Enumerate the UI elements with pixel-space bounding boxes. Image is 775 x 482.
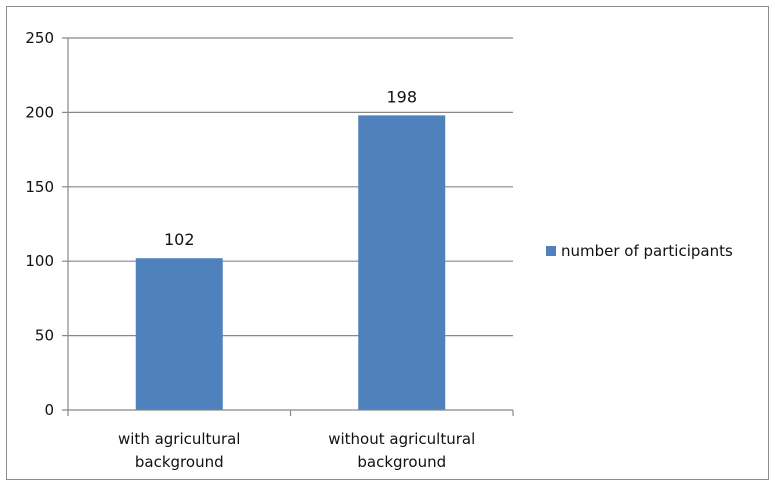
y-tick-label: 0 (44, 401, 54, 419)
data-label: 102 (164, 230, 195, 249)
x-category-label: with agricultural (118, 430, 240, 448)
x-category-label: without agricultural (328, 430, 475, 448)
y-tick-label: 50 (35, 327, 54, 345)
x-category-labels: with agricultural background without agric… (118, 430, 475, 471)
x-category-label: background (135, 453, 224, 471)
gridlines (68, 37, 513, 337)
bar (135, 258, 223, 410)
axes (62, 37, 514, 416)
y-tick-label: 200 (25, 103, 54, 121)
data-label: 198 (386, 87, 417, 106)
legend-swatch (546, 246, 556, 256)
x-category-label: background (357, 453, 446, 471)
y-tick-label: 250 (25, 29, 54, 47)
bar (358, 115, 446, 410)
y-tick-label: 150 (25, 178, 54, 196)
y-tick-label: 100 (25, 252, 54, 270)
legend: number of participants (546, 242, 733, 260)
y-tick-labels: 0 50 100 150 200 250 (25, 29, 54, 419)
bars (135, 115, 446, 410)
data-labels: 102 198 (164, 87, 417, 249)
legend-label: number of participants (561, 242, 733, 260)
